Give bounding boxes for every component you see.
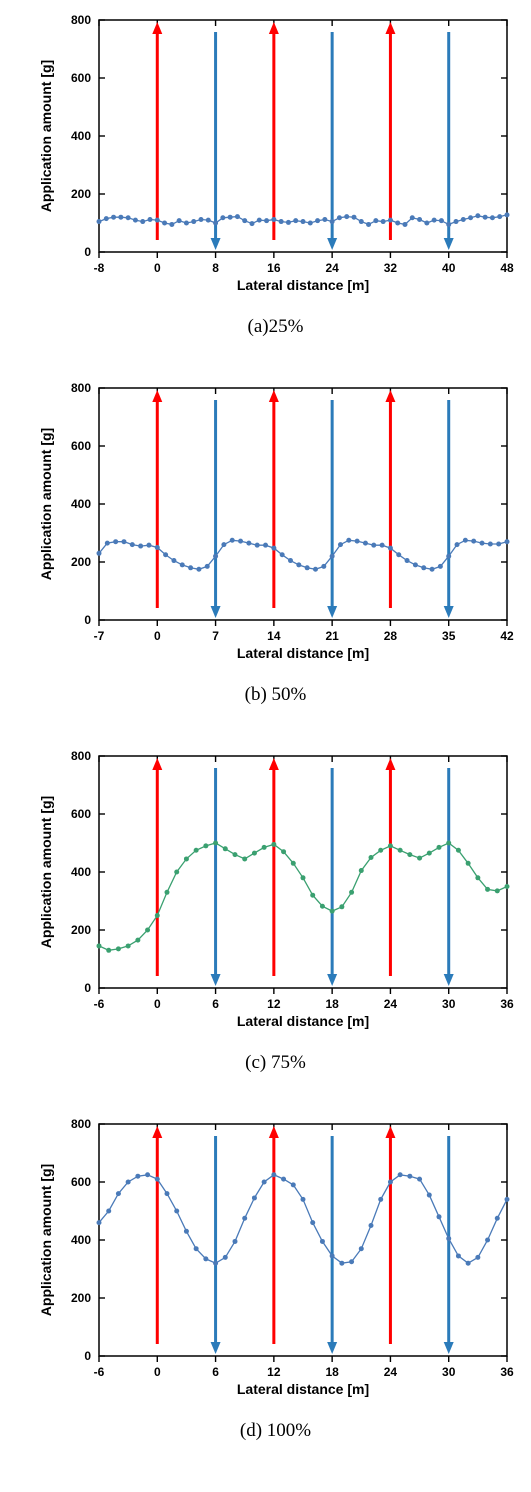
ytick-label: 200 xyxy=(70,923,90,937)
ytick-label: 400 xyxy=(70,129,90,143)
chart-a: -80816243240480200400600800Lateral dista… xyxy=(31,10,521,300)
xtick-label: 35 xyxy=(442,629,456,643)
ytick-label: 400 xyxy=(70,1233,90,1247)
ytick-label: 0 xyxy=(84,1349,91,1363)
ytick-label: 800 xyxy=(70,13,90,27)
ytick-label: 400 xyxy=(70,865,90,879)
xtick-label: 28 xyxy=(383,629,397,643)
ytick-label: 0 xyxy=(84,613,91,627)
chart-b: -70714212835420200400600800Lateral dista… xyxy=(31,378,521,668)
ytick-label: 800 xyxy=(70,749,90,763)
xtick-label: 40 xyxy=(442,261,456,275)
xtick-label: 32 xyxy=(383,261,397,275)
ylabel: Application amount [g] xyxy=(38,60,54,212)
xtick-label: 12 xyxy=(267,997,281,1011)
xtick-label: 24 xyxy=(325,261,339,275)
xtick-label: 16 xyxy=(267,261,281,275)
ylabel: Application amount [g] xyxy=(38,1164,54,1316)
ytick-label: 200 xyxy=(70,1291,90,1305)
ytick-label: 600 xyxy=(70,1175,90,1189)
xtick-label: 6 xyxy=(212,1365,219,1379)
panel-caption-a: (a)25% xyxy=(10,316,531,338)
panel-caption-d: (d) 100% xyxy=(10,1420,531,1442)
ytick-label: 800 xyxy=(70,1117,90,1131)
ytick-label: 200 xyxy=(70,187,90,201)
xtick-label: 24 xyxy=(383,997,397,1011)
ytick-label: 600 xyxy=(70,71,90,85)
ytick-label: 800 xyxy=(70,381,90,395)
xtick-label: -6 xyxy=(93,997,104,1011)
panel-c: -60612182430360200400600800Lateral dista… xyxy=(10,746,531,1074)
ylabel: Application amount [g] xyxy=(38,428,54,580)
ytick-label: 200 xyxy=(70,555,90,569)
xlabel: Lateral distance [m] xyxy=(236,1381,368,1397)
xtick-label: 14 xyxy=(267,629,281,643)
panel-b: -70714212835420200400600800Lateral dista… xyxy=(10,378,531,706)
xtick-label: -8 xyxy=(93,261,104,275)
xtick-label: 36 xyxy=(500,1365,514,1379)
xtick-label: 36 xyxy=(500,997,514,1011)
xtick-label: 0 xyxy=(153,261,160,275)
xlabel: Lateral distance [m] xyxy=(236,277,368,293)
ytick-label: 600 xyxy=(70,439,90,453)
ytick-label: 0 xyxy=(84,981,91,995)
ytick-label: 600 xyxy=(70,807,90,821)
panel-a: -80816243240480200400600800Lateral dista… xyxy=(10,10,531,338)
xtick-label: 18 xyxy=(325,1365,339,1379)
xtick-label: 12 xyxy=(267,1365,281,1379)
xtick-label: 21 xyxy=(325,629,339,643)
xlabel: Lateral distance [m] xyxy=(236,1013,368,1029)
ytick-label: 400 xyxy=(70,497,90,511)
ytick-label: 0 xyxy=(84,245,91,259)
xtick-label: 0 xyxy=(153,997,160,1011)
xtick-label: 30 xyxy=(442,997,456,1011)
panel-caption-b: (b) 50% xyxy=(10,684,531,706)
xtick-label: 24 xyxy=(383,1365,397,1379)
xtick-label: 30 xyxy=(442,1365,456,1379)
xtick-label: 48 xyxy=(500,261,514,275)
xtick-label: 8 xyxy=(212,261,219,275)
panel-d: -60612182430360200400600800Lateral dista… xyxy=(10,1114,531,1442)
ylabel: Application amount [g] xyxy=(38,796,54,948)
xtick-label: 0 xyxy=(153,1365,160,1379)
xtick-label: -6 xyxy=(93,1365,104,1379)
chart-c: -60612182430360200400600800Lateral dista… xyxy=(31,746,521,1036)
xtick-label: 7 xyxy=(212,629,219,643)
xtick-label: 0 xyxy=(153,629,160,643)
panel-caption-c: (c) 75% xyxy=(10,1052,531,1074)
xtick-label: 42 xyxy=(500,629,514,643)
xtick-label: 6 xyxy=(212,997,219,1011)
xlabel: Lateral distance [m] xyxy=(236,645,368,661)
xtick-label: -7 xyxy=(93,629,104,643)
xtick-label: 18 xyxy=(325,997,339,1011)
chart-d: -60612182430360200400600800Lateral dista… xyxy=(31,1114,521,1404)
